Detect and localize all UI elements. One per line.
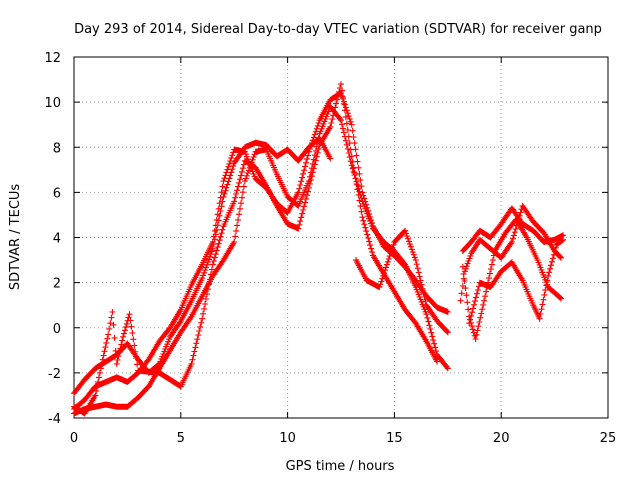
y-tick-label: 10 [44,96,61,111]
y-tick-label: 2 [53,277,61,292]
data-point-markers [459,216,564,342]
y-tick-label: 6 [53,186,61,201]
x-tick-label: 20 [493,431,510,446]
data-point-markers [466,236,567,327]
y-tick-label: -2 [48,367,61,382]
y-tick-label: -4 [48,412,61,427]
data-point-markers [71,81,441,417]
x-tick-label: 15 [386,431,403,446]
data-point-markers [459,205,567,254]
data-point-markers [71,103,451,417]
axis-ticks: 0 5 10 15 20 25 -4 -2 0 2 4 6 8 10 12 [44,51,616,446]
y-tick-label: 12 [44,51,61,66]
series-track-8 [459,205,567,254]
x-tick-label: 5 [177,431,185,446]
series-track-4 [71,81,441,417]
x-tick-label: 0 [70,431,78,446]
series-track-9 [466,236,567,327]
series-track-5 [353,227,451,336]
chart-title: Day 293 of 2014, Sidereal Day-to-day VTE… [74,22,602,37]
data-point-markers [353,227,451,336]
y-axis-label: SDTVAR / TECUs [8,184,23,291]
series-track-3 [71,103,451,417]
y-tick-label: 8 [53,141,61,156]
x-axis-label: GPS time / hours [286,459,395,474]
y-tick-label: 4 [53,232,61,247]
data-points [71,81,567,417]
y-tick-label: 0 [53,322,61,337]
x-tick-label: 25 [600,431,617,446]
series-track-7 [459,216,564,342]
x-tick-label: 10 [279,431,296,446]
